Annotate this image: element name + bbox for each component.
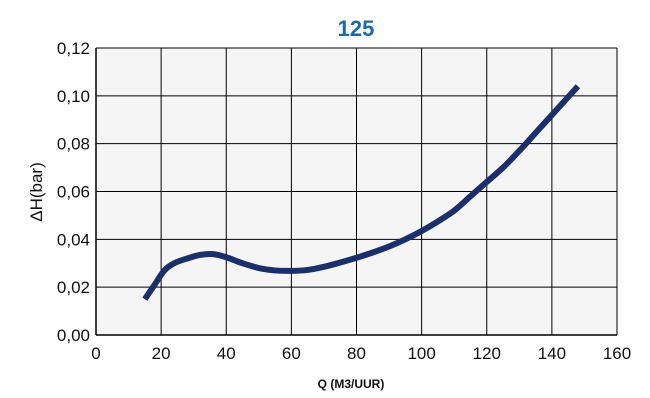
x-tick-label: 120: [473, 344, 501, 363]
y-tick-label: 0,12: [57, 39, 90, 58]
series-line: [142, 84, 581, 301]
y-tick-label: 0,10: [57, 87, 90, 106]
chart-title: 125: [338, 16, 375, 41]
x-tick-label: 60: [282, 344, 301, 363]
y-tick-label: 0,04: [57, 230, 90, 249]
x-tick-label: 80: [347, 344, 366, 363]
y-tick-label: 0,00: [57, 326, 90, 345]
x-tick-label: 20: [152, 344, 171, 363]
x-tick-label: 140: [538, 344, 566, 363]
x-tick-label: 160: [603, 344, 631, 363]
x-tick-label: 0: [91, 344, 100, 363]
x-tick-label: 100: [407, 344, 435, 363]
y-tick-label: 0,02: [57, 278, 90, 297]
plot-area: 0 20 40 60 80 100 120 140 160 0,00 0,02 0,04 0,06 0,0…: [57, 39, 631, 363]
x-tick-label: 40: [217, 344, 236, 363]
y-tick-label: 0,06: [57, 183, 90, 202]
y-tick-label: 0,08: [57, 135, 90, 154]
y-axis-label: ΔH(bar): [27, 162, 46, 222]
x-axis-label: Q (M3/UUR): [318, 377, 385, 391]
